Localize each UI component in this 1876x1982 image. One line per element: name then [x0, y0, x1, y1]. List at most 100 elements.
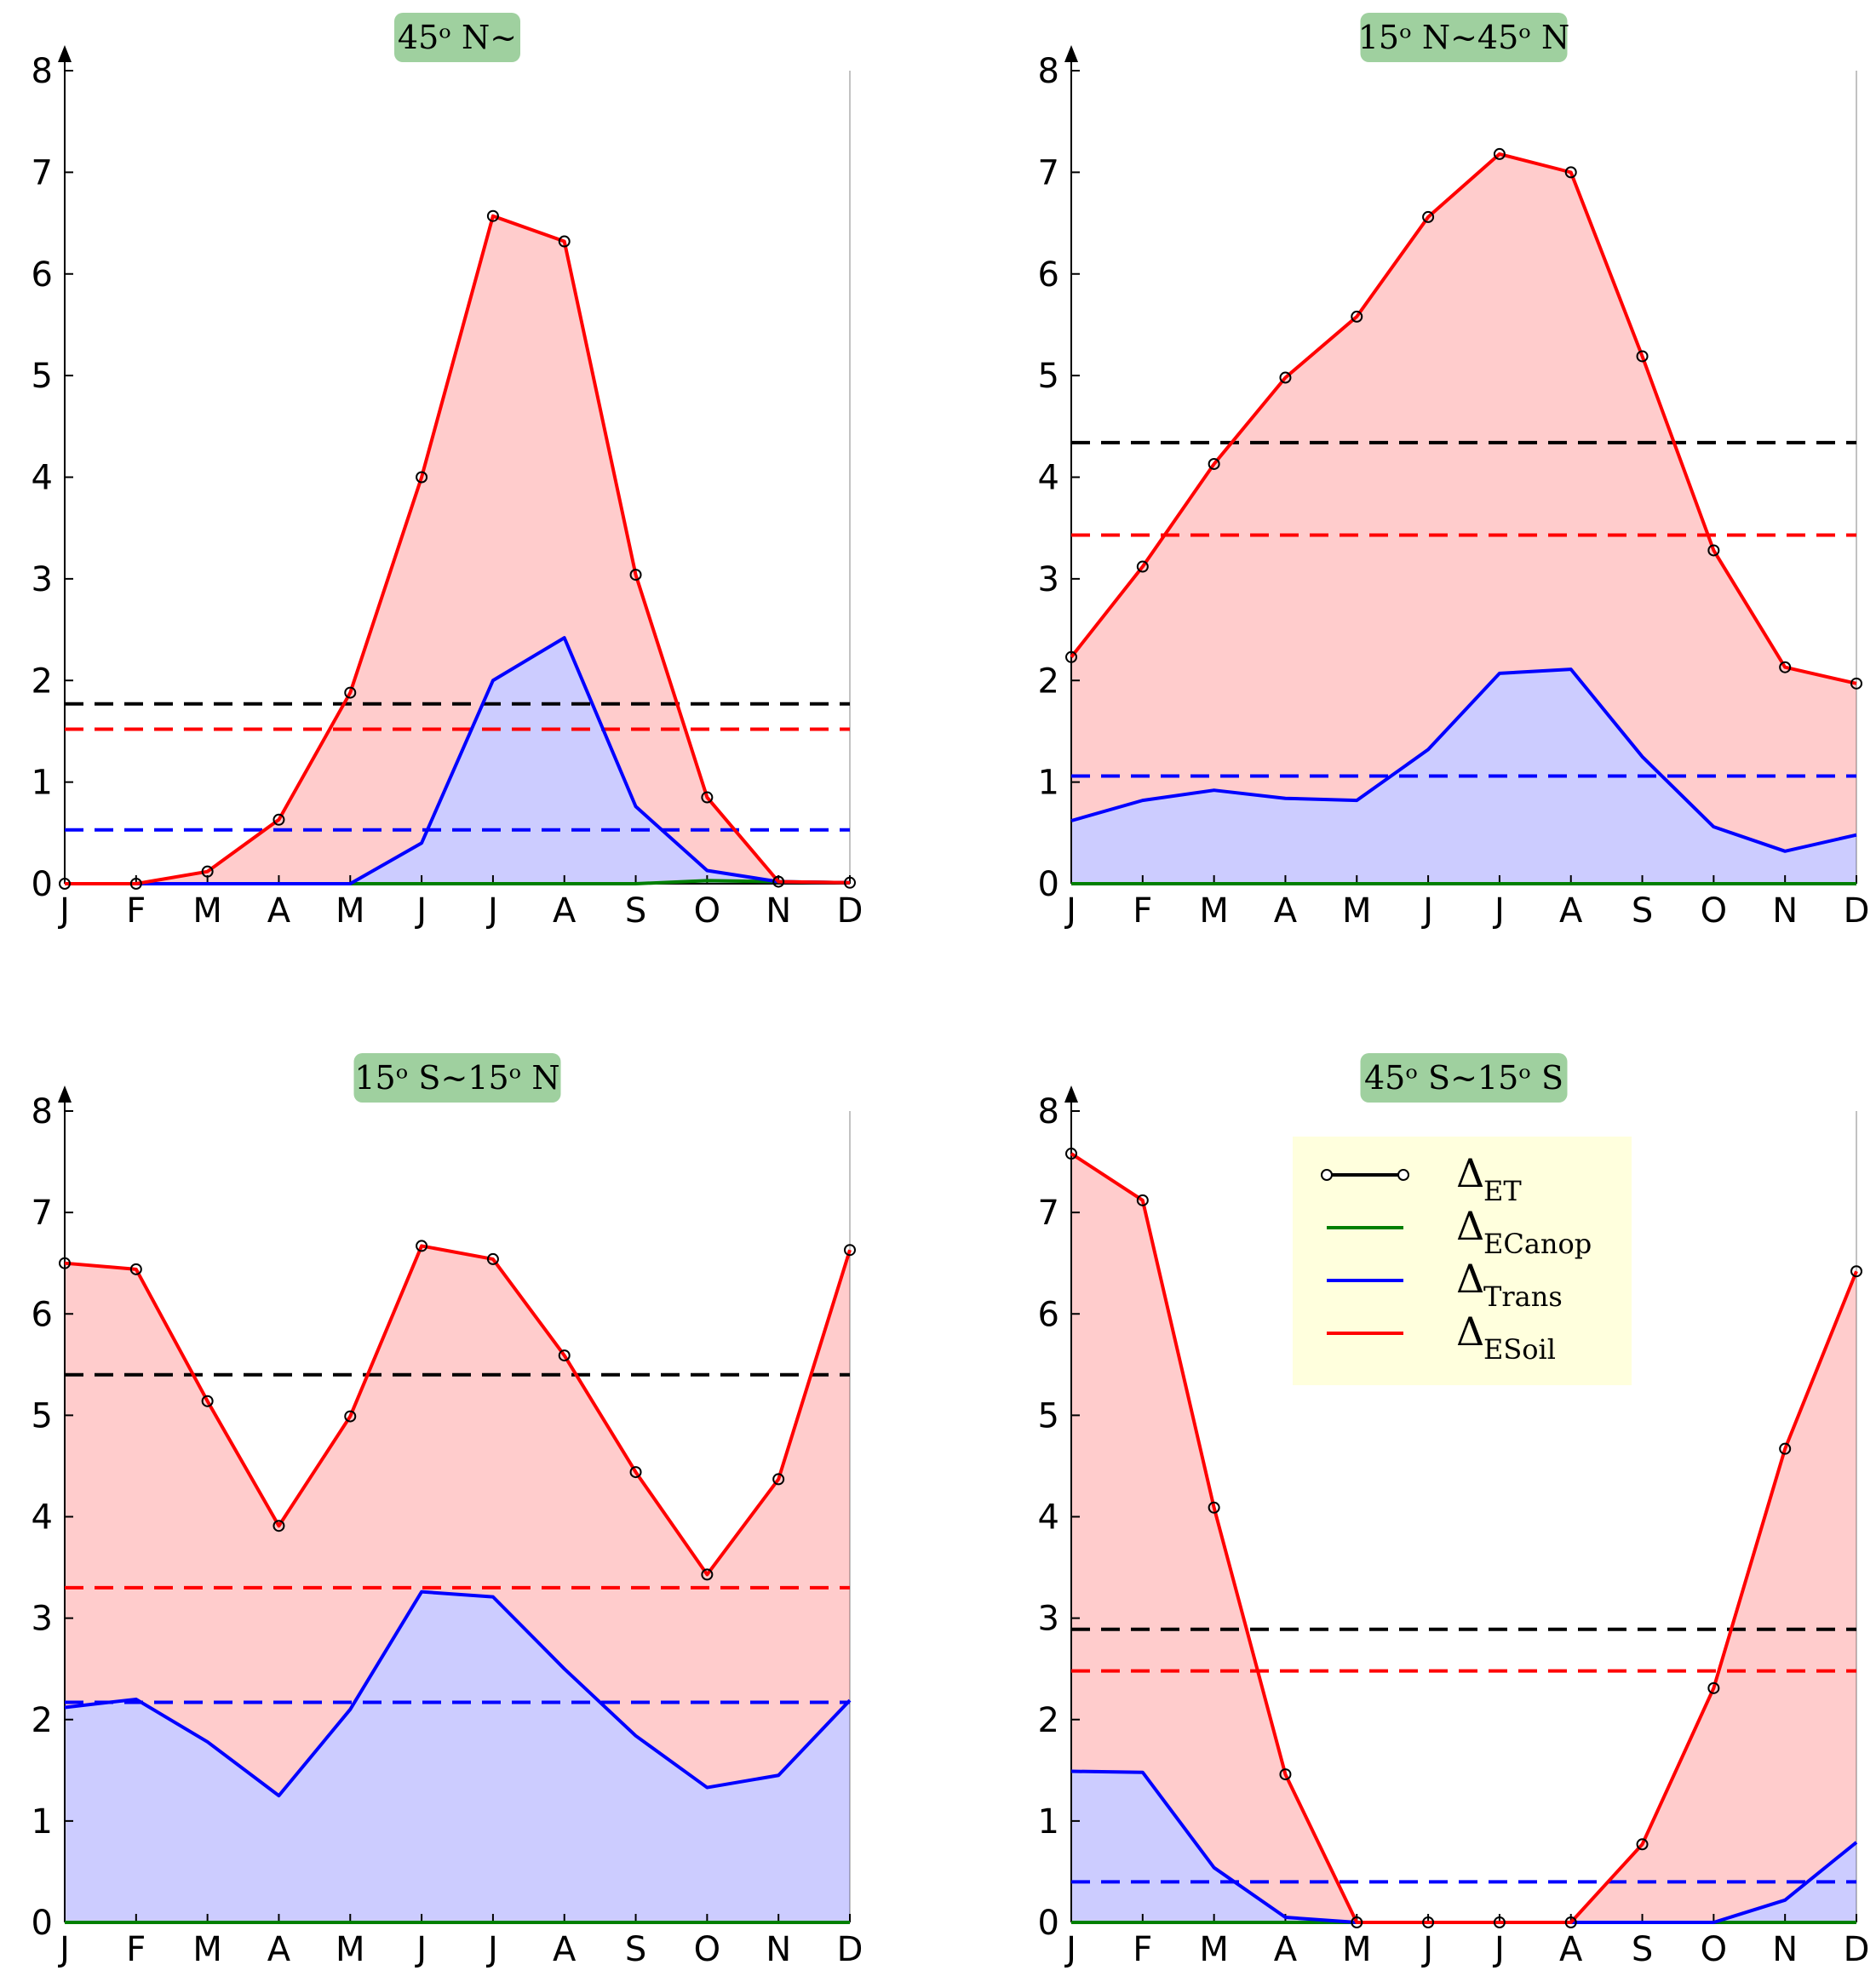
x-tick-label: F: [1133, 891, 1152, 931]
et-point: [1351, 310, 1363, 323]
panel-title: 15ᵒ S~15ᵒ N: [354, 1059, 559, 1097]
x-tick-label: M: [1342, 891, 1372, 931]
y-tick-label: 3: [32, 1600, 53, 1639]
y-tick-label: 6: [32, 1295, 53, 1334]
et-point: [416, 1240, 428, 1252]
x-tick-label: J: [485, 1930, 498, 1969]
legend-symbol: Δ: [1456, 1256, 1484, 1302]
y-tick-label: 1: [32, 764, 53, 803]
y-tick-label: 5: [32, 357, 53, 396]
legend-label-et: ET: [1483, 1175, 1522, 1207]
legend-symbol: Δ: [1456, 1150, 1484, 1196]
x-tick-label: D: [1844, 891, 1870, 931]
esoil-line: [64, 1244, 852, 1577]
x-tick-label: J: [414, 1930, 427, 1969]
esoil-fill-area: [65, 215, 850, 885]
x-tick-label: M: [336, 1930, 365, 1969]
x-tick-label: M: [1342, 1930, 1372, 1969]
et-point: [1564, 166, 1577, 179]
et-point: [1493, 147, 1506, 160]
x-tick-label: F: [126, 891, 146, 931]
x-tick-label: J: [1492, 1930, 1505, 1969]
et-point: [201, 1395, 214, 1407]
panel-title-box: [1360, 1053, 1568, 1103]
y-tick-label: 3: [1038, 1600, 1059, 1639]
y-tick-label: 1: [32, 1802, 53, 1842]
y-tick-label: 6: [1038, 1295, 1059, 1334]
et-point: [1779, 661, 1792, 673]
et-point: [701, 1568, 714, 1581]
y-axis-arrow-icon: [58, 45, 72, 62]
et-point: [1279, 371, 1292, 384]
et-point: [1493, 1916, 1506, 1928]
x-tick-label: F: [126, 1930, 146, 1969]
et-point: [1779, 1442, 1792, 1455]
y-tick-label: 4: [32, 459, 53, 498]
et-point: [1422, 210, 1435, 223]
y-tick-label: 5: [1038, 1396, 1059, 1435]
x-tick-label: D: [837, 1930, 863, 1969]
et-point: [1136, 560, 1149, 573]
et-point: [273, 813, 285, 826]
trans-line: [1070, 667, 1857, 853]
et-point: [59, 1257, 71, 1269]
x-tick-label: D: [837, 891, 863, 931]
et-point: [1636, 350, 1649, 363]
y-tick-label: 8: [1038, 1092, 1059, 1131]
y-axis-arrow-icon: [1064, 45, 1078, 62]
x-tick-label: M: [1199, 1930, 1229, 1969]
et-point: [416, 471, 428, 484]
x-tick-label: J: [1064, 891, 1076, 931]
esoil-line: [1070, 152, 1857, 685]
panel-title: 15ᵒ N~45ᵒ N: [1358, 19, 1569, 56]
y-tick-label: 0: [1038, 865, 1059, 904]
panel-15N-45N: 0 1 2 3 4 5 6 7 8 J F M A M J J A S O N D 15ᵒ N~45ᵒ N: [1038, 13, 1870, 931]
x-tick-label: S: [1632, 1930, 1653, 1969]
et-point: [1707, 544, 1720, 557]
et-point: [273, 1520, 285, 1532]
x-tick-label: N: [1772, 1930, 1798, 1969]
et-point: [629, 1466, 642, 1479]
y-tick-label: 8: [1038, 52, 1059, 91]
trans-line: [64, 1590, 852, 1798]
y-tick-label: 4: [1038, 1498, 1059, 1538]
et-point: [844, 876, 856, 889]
et-point: [1208, 1501, 1220, 1514]
y-tick-label: 3: [32, 560, 53, 599]
legend-symbol: Δ: [1456, 1309, 1484, 1355]
x-tick-label: O: [1701, 1930, 1727, 1969]
y-tick-label: 7: [1038, 153, 1059, 192]
x-tick-label: J: [57, 1930, 70, 1969]
x-tick-label: S: [1632, 891, 1653, 931]
x-tick-label: S: [625, 1930, 646, 1969]
et-point: [486, 209, 499, 222]
legend-label-ecanop: ECanop: [1483, 1228, 1592, 1260]
x-tick-label: J: [414, 891, 427, 931]
legend-label-trans: Trans: [1483, 1280, 1563, 1313]
x-tick-label: A: [1559, 891, 1583, 931]
trans-fill-area: [65, 1591, 850, 1922]
y-tick-label: 7: [32, 153, 53, 192]
et-point: [344, 686, 357, 699]
y-tick-label: 0: [32, 1904, 53, 1943]
et-point: [1636, 1838, 1649, 1851]
et-point: [1850, 1265, 1862, 1278]
x-tick-label: N: [1772, 891, 1798, 931]
y-tick-label: 6: [1038, 255, 1059, 295]
x-tick-label: A: [1274, 1930, 1298, 1969]
et-point: [129, 1263, 142, 1275]
y-tick-label: 4: [1038, 459, 1059, 498]
y-tick-label: 2: [1038, 1701, 1059, 1740]
et-point: [1707, 1681, 1720, 1694]
x-tick-label: J: [57, 891, 70, 931]
x-tick-label: J: [485, 891, 498, 931]
et-point: [344, 1410, 357, 1423]
et-point: [129, 878, 142, 890]
panel-title-box: [394, 13, 520, 62]
panel-title-box: [353, 1053, 561, 1103]
x-tick-label: J: [1420, 1930, 1433, 1969]
x-tick-label: A: [553, 1930, 577, 1969]
et-point: [558, 235, 571, 248]
y-tick-label: 2: [32, 1701, 53, 1740]
